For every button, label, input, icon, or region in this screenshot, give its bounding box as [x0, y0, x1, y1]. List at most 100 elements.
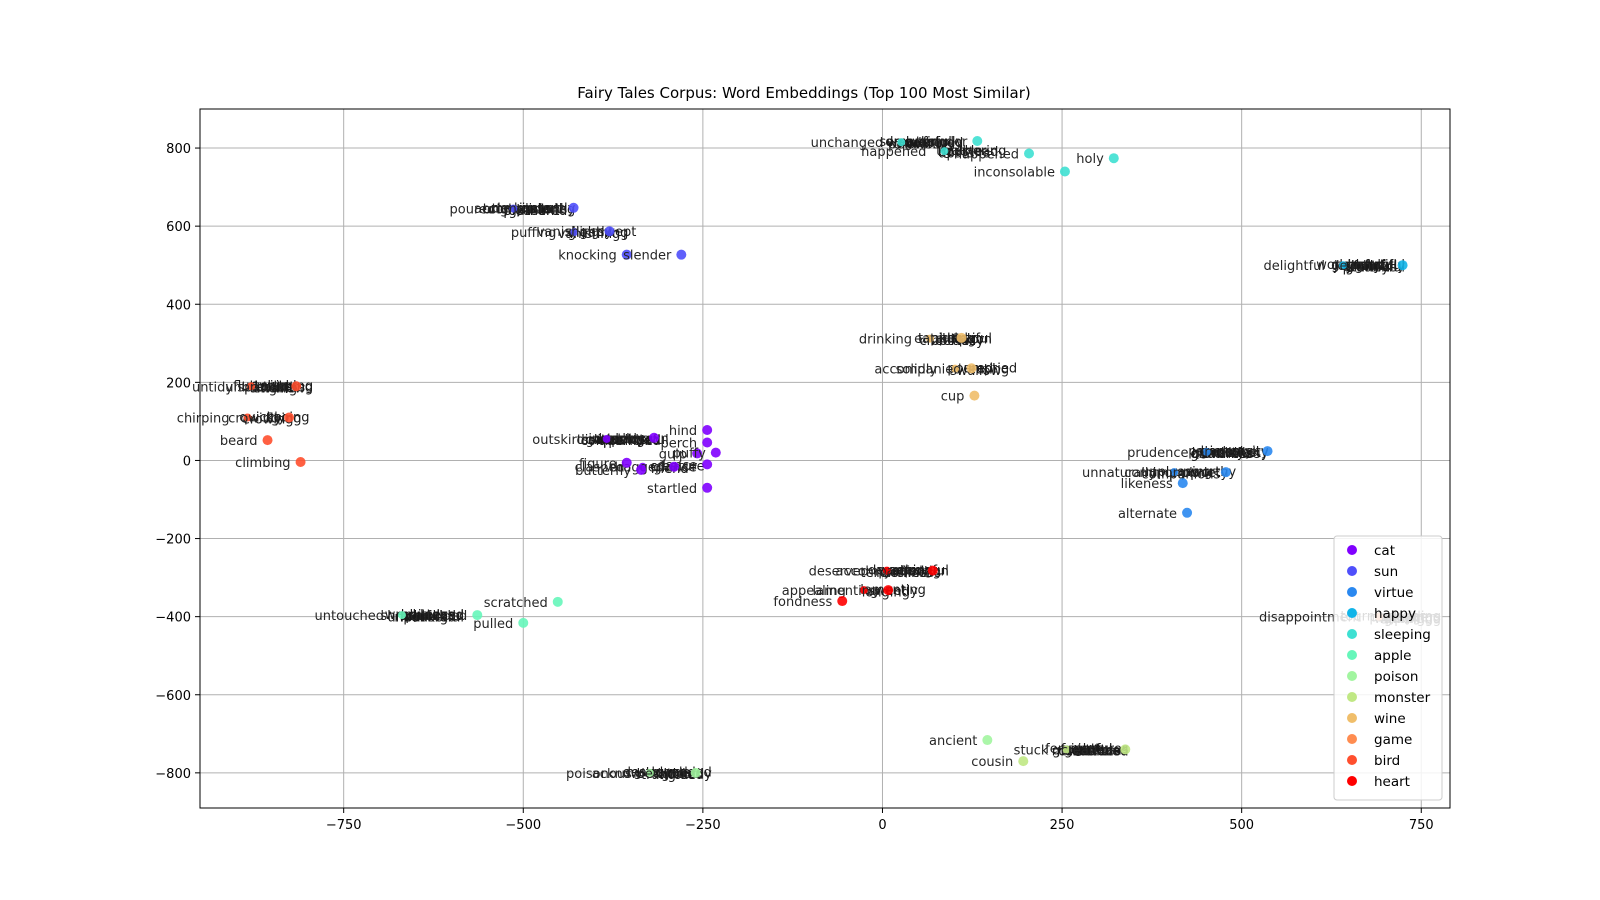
cluster-word: quarreled	[598, 434, 661, 449]
y-tick-label: 0	[183, 454, 191, 469]
cluster-word: devotion	[868, 563, 925, 578]
legend-label-wine: wine	[1374, 711, 1406, 727]
point-cat	[621, 457, 632, 468]
cluster-lead-label: prudence	[1127, 446, 1188, 461]
label-cluster-wine: emptiedeatingswallowpouredsolidly	[896, 361, 1018, 378]
cluster-word: chirping	[260, 379, 313, 394]
cluster-word: yearning	[884, 565, 941, 580]
y-tick-label: 800	[166, 142, 191, 157]
label-cluster-virtue: unworthyimproprietycompanionsunpleasingu…	[1082, 465, 1237, 482]
cluster-word: sweetly	[868, 584, 918, 599]
legend-marker-wine	[1347, 713, 1357, 723]
cluster-word: glorious	[1345, 260, 1397, 275]
point-cat	[702, 482, 713, 493]
cluster-point	[882, 566, 891, 575]
legend-label-cat: cat	[1374, 543, 1395, 559]
legend-marker-apple	[1347, 650, 1357, 660]
cluster-point	[925, 334, 934, 343]
legend-marker-virtue	[1347, 587, 1357, 597]
cluster-word: pleasant	[503, 204, 559, 219]
cluster-word: tenderness	[860, 566, 933, 581]
point-sun	[604, 226, 615, 237]
cluster-lead-label: stuck	[1014, 743, 1049, 758]
y-tick-label: −400	[155, 611, 191, 626]
cluster-word: cheerfully	[899, 135, 964, 150]
cluster-word: creatures	[1067, 742, 1129, 757]
cluster-word: trouble	[936, 144, 982, 159]
legend: cat sun virtue happy sleeping apple poison mons…	[1333, 535, 1443, 801]
cluster-word: wretched	[1068, 745, 1128, 760]
x-tick-label: −750	[326, 818, 362, 833]
point-label: likeness	[1121, 477, 1173, 492]
point-label: accompanied	[836, 565, 923, 580]
point-label: thunder	[916, 135, 968, 150]
point-virtue	[1177, 478, 1188, 489]
cluster-point	[1202, 447, 1211, 456]
point-virtue	[1182, 507, 1193, 518]
cluster-word: patience	[1188, 445, 1244, 460]
plot-frame	[199, 108, 1451, 809]
point-cat	[692, 448, 703, 459]
axis-ticks: −750 −500 −250 0 250 500 750 −800 −600 −400 −200 0 2…	[155, 142, 1433, 833]
legend-box	[1333, 535, 1443, 801]
cluster-point	[602, 434, 611, 443]
cluster-lead-label: untouched	[315, 609, 384, 624]
point-sun	[676, 249, 687, 260]
legend-marker-poison	[1347, 671, 1357, 681]
cluster-lead-label: untidy	[192, 380, 233, 395]
cluster-point	[645, 768, 654, 777]
cluster-word: dreadful	[1059, 745, 1113, 760]
label-cluster-cat: creatureglancefriendclasped	[575, 460, 705, 477]
cluster-lead-label: clasped	[575, 461, 625, 476]
point-heart	[927, 565, 938, 576]
x-tick-label: 0	[878, 818, 886, 833]
cluster-word: basketful	[404, 610, 464, 625]
y-tick-label: 600	[166, 220, 191, 235]
point-wine	[966, 363, 977, 374]
point-label: scratched	[484, 596, 548, 611]
point-label: happened	[954, 148, 1019, 163]
cluster-point	[1170, 468, 1179, 477]
cluster-point	[397, 611, 406, 620]
point-cat	[702, 424, 713, 435]
y-tick-label: −200	[155, 533, 191, 548]
point-sleeping	[1024, 148, 1035, 159]
point-cat	[636, 464, 647, 475]
cluster-word: companions	[1141, 467, 1220, 482]
legend-label-monster: monster	[1374, 690, 1431, 706]
cluster-word: quickly	[239, 410, 285, 425]
legend-label-game: game	[1374, 732, 1412, 748]
cluster-point	[1339, 261, 1348, 270]
cluster-word: ferocious	[1045, 742, 1105, 757]
legend-label-bird: bird	[1374, 753, 1400, 769]
point-virtue	[1262, 446, 1273, 457]
label-cluster-virtue: generosityunselfishgoodnesspatiencemodes…	[1127, 445, 1269, 462]
cluster-word: scratched	[400, 609, 464, 624]
point-label: holy	[1076, 152, 1104, 167]
cluster-word: cheerfully	[920, 334, 985, 349]
cluster-word: fluttered	[233, 379, 289, 394]
point-poison	[982, 735, 993, 746]
cluster-word: twitter	[254, 379, 298, 394]
cluster-word: thankful	[1352, 260, 1406, 275]
point-bird	[262, 435, 273, 446]
point-label: acknowledged	[592, 767, 686, 782]
grid-lines	[200, 109, 1450, 808]
legend-label-virtue: virtue	[1374, 585, 1413, 601]
cluster-word: generosity	[1200, 445, 1269, 460]
point-apple	[518, 617, 529, 628]
cluster-word: disappointed	[576, 433, 660, 448]
cluster-word: hideous	[1077, 743, 1128, 758]
cluster-point	[570, 228, 579, 237]
cluster-point	[951, 364, 960, 373]
x-tick-label: 750	[1409, 818, 1434, 833]
point-sleeping	[1059, 166, 1070, 177]
cluster-lead-label: puffing	[511, 226, 557, 241]
point-label: vanishing	[537, 225, 600, 240]
cluster-word: loneliness	[876, 566, 941, 581]
point-apple	[552, 596, 563, 607]
label-cluster-happy: beautifulcheerfulprettilywonderfulmerril…	[1264, 258, 1406, 275]
